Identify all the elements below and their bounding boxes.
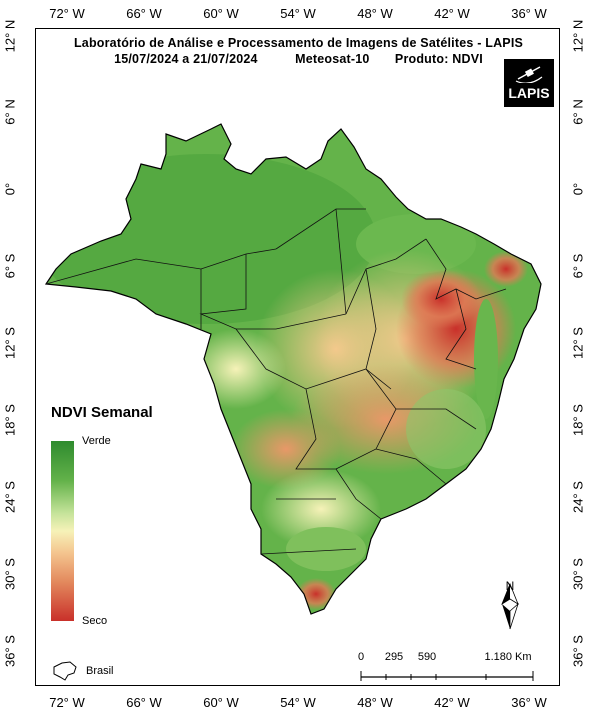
lon-tick-top: 66° W xyxy=(126,6,162,21)
lon-tick-bottom: 60° W xyxy=(203,695,239,710)
scale-label: 295 xyxy=(384,651,404,663)
lat-tick-right: 0° xyxy=(570,182,586,196)
lat-tick-right: 36° S xyxy=(570,635,586,667)
lat-tick-left: 12° S xyxy=(2,327,18,359)
lat-tick-right: 24° S xyxy=(570,481,586,513)
lon-tick-bottom: 48° W xyxy=(357,695,393,710)
lat-tick-right: 12° N xyxy=(570,19,586,53)
lon-tick-bottom: 36° W xyxy=(511,695,547,710)
lat-tick-left: 18° S xyxy=(2,404,18,436)
lat-tick-left: 24° S xyxy=(2,481,18,513)
north-label: N xyxy=(505,579,515,593)
scale-label: 0 xyxy=(357,651,365,663)
north-arrow-icon xyxy=(501,582,519,630)
lat-tick-left: 0° xyxy=(2,182,18,196)
lat-tick-left: 12° N xyxy=(2,19,18,53)
subtitle-line: 15/07/2024 a 21/07/2024 Meteosat-10 Prod… xyxy=(36,52,559,66)
lon-tick-bottom: 54° W xyxy=(280,695,316,710)
ndvi-map xyxy=(45,123,542,681)
lat-tick-left: 36° S xyxy=(2,635,18,667)
inset-brasil-icon xyxy=(53,661,77,681)
satellite-icon xyxy=(515,66,543,83)
lon-tick-top: 72° W xyxy=(49,6,85,21)
lon-tick-top: 36° W xyxy=(511,6,547,21)
lon-tick-top: 42° W xyxy=(434,6,470,21)
lab-title: Laboratório de Análise e Processamento d… xyxy=(73,36,524,50)
legend-high-label: Verde xyxy=(82,435,111,447)
state-borders xyxy=(46,208,507,555)
lon-tick-bottom: 72° W xyxy=(49,695,85,710)
lon-tick-top: 54° W xyxy=(280,6,316,21)
map-frame: Laboratório de Análise e Processamento d… xyxy=(35,28,560,686)
legend-title: NDVI Semanal xyxy=(51,404,153,421)
scale-bar xyxy=(360,671,534,681)
lat-tick-right: 6° S xyxy=(570,253,586,279)
lat-tick-right: 12° S xyxy=(570,327,586,359)
legend-low-label: Seco xyxy=(82,615,108,627)
lat-tick-left: 6° N xyxy=(2,99,18,125)
legend-color-ramp xyxy=(51,441,74,621)
lon-tick-top: 60° W xyxy=(203,6,239,21)
scale-label: 1.180 Km xyxy=(484,651,532,663)
lat-tick-right: 18° S xyxy=(570,404,586,436)
lon-tick-bottom: 66° W xyxy=(126,695,162,710)
period-label: 15/07/2024 a 21/07/2024 xyxy=(114,52,258,66)
logo-text: LAPIS xyxy=(508,85,550,101)
satellite-label: Meteosat-10 xyxy=(295,52,370,66)
lat-tick-left: 6° S xyxy=(2,253,18,279)
scale-label: 590 xyxy=(417,651,437,663)
product-label: Produto: NDVI xyxy=(394,52,483,66)
inset-label: Brasil xyxy=(86,665,114,677)
lat-tick-right: 30° S xyxy=(570,558,586,590)
lat-tick-right: 6° N xyxy=(570,99,586,125)
lon-tick-bottom: 42° W xyxy=(434,695,470,710)
lat-tick-left: 30° S xyxy=(2,558,18,590)
lapis-logo: LAPIS xyxy=(504,59,554,107)
lon-tick-top: 48° W xyxy=(357,6,393,21)
